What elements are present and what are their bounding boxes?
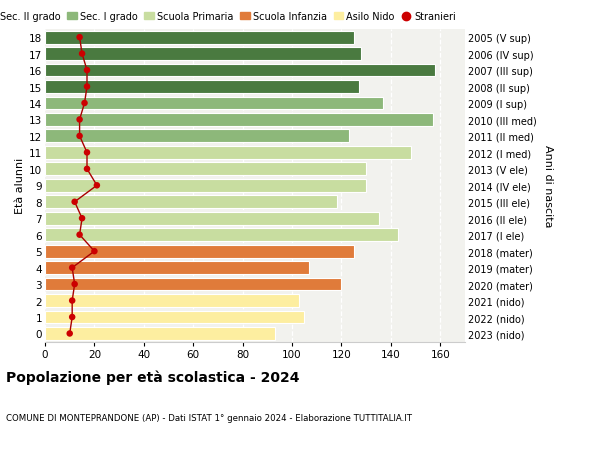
Point xyxy=(77,51,87,58)
Y-axis label: Anni di nascita: Anni di nascita xyxy=(543,145,553,227)
Bar xyxy=(45,229,398,241)
Point xyxy=(82,166,92,173)
Point xyxy=(65,330,74,337)
Bar xyxy=(45,278,341,291)
Bar xyxy=(45,32,354,45)
Point xyxy=(67,264,77,272)
Bar xyxy=(45,48,361,61)
Text: COMUNE DI MONTEPRANDONE (AP) - Dati ISTAT 1° gennaio 2024 - Elaborazione TUTTITA: COMUNE DI MONTEPRANDONE (AP) - Dati ISTA… xyxy=(6,413,412,422)
Bar xyxy=(45,81,359,94)
Point xyxy=(82,149,92,157)
Bar xyxy=(45,179,366,192)
Point xyxy=(82,84,92,91)
Point xyxy=(75,34,85,42)
Bar xyxy=(45,97,383,110)
Bar xyxy=(45,311,304,324)
Point xyxy=(67,297,77,305)
Point xyxy=(67,313,77,321)
Point xyxy=(82,67,92,74)
Point xyxy=(75,133,85,140)
Bar xyxy=(45,196,337,209)
Point xyxy=(70,281,79,288)
Bar xyxy=(45,65,436,77)
Text: Popolazione per età scolastica - 2024: Popolazione per età scolastica - 2024 xyxy=(6,369,299,384)
Bar xyxy=(45,130,349,143)
Bar xyxy=(45,245,354,258)
Point xyxy=(75,117,85,124)
Point xyxy=(75,231,85,239)
Bar xyxy=(45,114,433,127)
Bar xyxy=(45,146,410,159)
Legend: Sec. II grado, Sec. I grado, Scuola Primaria, Scuola Infanzia, Asilo Nido, Stran: Sec. II grado, Sec. I grado, Scuola Prim… xyxy=(0,12,456,22)
Point xyxy=(80,100,89,107)
Point xyxy=(89,248,99,255)
Bar xyxy=(45,262,310,274)
Bar xyxy=(45,295,299,307)
Point xyxy=(77,215,87,223)
Point xyxy=(92,182,101,190)
Point xyxy=(70,199,79,206)
Bar xyxy=(45,163,366,176)
Bar xyxy=(45,327,275,340)
Y-axis label: Età alunni: Età alunni xyxy=(15,158,25,214)
Bar xyxy=(45,213,379,225)
